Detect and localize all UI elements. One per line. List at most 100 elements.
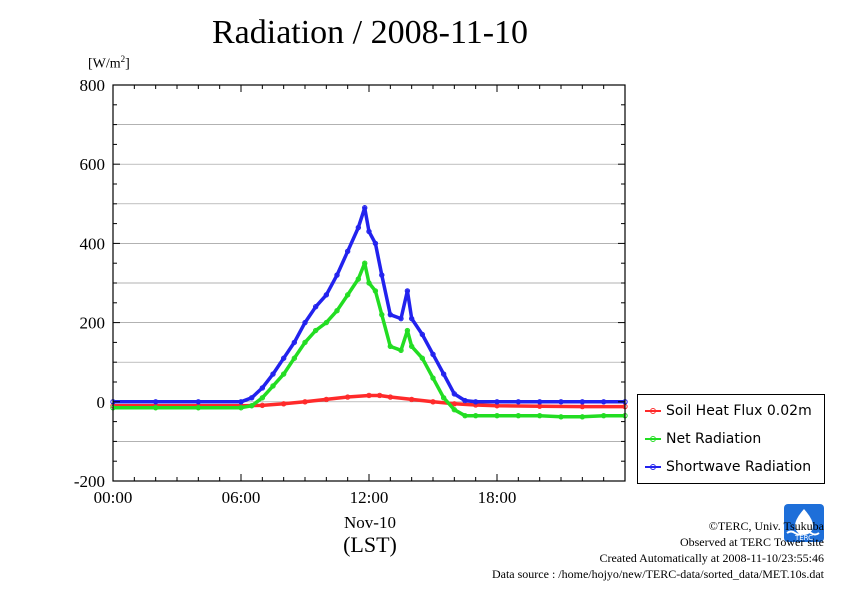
data-point	[152, 399, 159, 405]
data-point	[387, 394, 394, 400]
unit-close: ]	[125, 56, 130, 72]
data-point	[440, 371, 447, 377]
data-point	[291, 355, 298, 361]
y-tick-label: 200	[80, 314, 106, 333]
x-axis-date-label: Nov-10	[344, 513, 396, 532]
data-point	[387, 311, 394, 318]
data-point	[379, 272, 385, 278]
data-point	[280, 401, 287, 407]
unit-label: [W/m	[88, 56, 121, 72]
data-point	[430, 399, 436, 405]
data-point	[451, 407, 458, 413]
series-line	[113, 206, 625, 404]
axis-ticks	[112, 84, 626, 482]
data-point	[280, 355, 287, 361]
data-point	[515, 399, 522, 405]
legend-marker-net	[645, 436, 661, 442]
data-point	[302, 319, 308, 326]
data-point	[372, 288, 379, 294]
data-point	[379, 311, 385, 318]
data-point	[334, 272, 340, 278]
data-point	[376, 392, 383, 399]
data-point	[334, 308, 340, 314]
data-point	[344, 248, 351, 255]
data-point	[579, 414, 586, 420]
credit-created: Created Automatically at 2008-11-10/23:5…	[599, 551, 824, 565]
data-point	[238, 399, 244, 405]
data-point	[152, 405, 159, 411]
y-tick-label: 800	[80, 76, 106, 95]
data-point	[195, 399, 202, 405]
data-point	[248, 395, 255, 401]
x-axis-unit-label: (LST)	[343, 532, 397, 557]
x-tick-label: 12:00	[350, 488, 389, 507]
credit-observed: Observed at TERC Tower site	[679, 535, 824, 549]
legend-marker-soil	[645, 408, 661, 414]
data-point	[323, 292, 330, 298]
data-point	[366, 228, 372, 235]
data-point	[362, 205, 368, 211]
data-point	[558, 399, 564, 405]
data-point	[419, 331, 426, 338]
data-point	[440, 395, 447, 401]
credit-source: Data source : /home/hojyo/new/TERC-data/…	[491, 567, 824, 581]
data-point	[472, 399, 479, 405]
data-point	[536, 399, 543, 405]
data-point	[323, 396, 330, 403]
data-point	[195, 405, 202, 411]
data-point	[404, 288, 411, 294]
data-point	[451, 391, 458, 397]
x-tick-label: 00:00	[94, 488, 133, 507]
data-point	[536, 412, 543, 419]
chart-title: Radiation / 2008-11-10	[211, 14, 529, 51]
data-point	[515, 412, 522, 419]
data-point	[404, 327, 411, 334]
legend-marker-shortwave	[645, 464, 661, 470]
data-point	[430, 351, 436, 357]
data-point	[270, 371, 276, 377]
data-point	[408, 343, 415, 350]
data-point	[355, 276, 362, 282]
data-point	[387, 343, 394, 350]
data-point	[494, 412, 500, 419]
data-point	[312, 327, 319, 334]
data-point	[451, 401, 458, 407]
data-point	[344, 292, 351, 298]
data-point	[312, 304, 319, 310]
svg-text:TERC: TERC	[794, 534, 813, 542]
data-point	[472, 412, 479, 419]
y-tick-labels: 800 600 400 200 0 -200	[74, 76, 105, 491]
data-point	[462, 397, 468, 404]
x-tick-label: 18:00	[478, 488, 517, 507]
y-tick-label: 0	[97, 393, 106, 412]
data-point	[302, 339, 308, 346]
data-point	[600, 412, 607, 419]
unit-superscript: 2	[120, 54, 126, 64]
data-point	[259, 402, 266, 409]
data-point	[430, 375, 436, 381]
data-point	[344, 394, 351, 400]
y-tick-label: -200	[74, 472, 105, 491]
data-point	[291, 339, 298, 346]
x-tick-labels: 00:00 06:00 12:00 18:00	[94, 488, 517, 507]
data-point	[270, 383, 276, 389]
data-point	[419, 355, 426, 361]
credits-block: ©TERC, Univ. Tsukuba Observed at TERC To…	[492, 518, 824, 582]
y-tick-label: 600	[80, 155, 106, 174]
data-point	[558, 414, 564, 420]
data-point	[398, 315, 404, 322]
y-tick-label: 400	[80, 234, 106, 253]
chart-legend: Soil Heat Flux 0.02m Net Radiation Short…	[637, 394, 825, 484]
data-point	[362, 260, 368, 266]
data-point	[372, 240, 379, 247]
legend-label-net: Net Radiation	[666, 431, 762, 447]
data-point	[408, 315, 415, 322]
x-tick-label: 06:00	[222, 488, 261, 507]
data-point	[408, 396, 415, 403]
series-layer	[110, 205, 628, 420]
legend-label-soil: Soil Heat Flux 0.02m	[666, 403, 812, 419]
data-point	[323, 319, 330, 326]
credit-copyright: ©TERC, Univ. Tsukuba	[708, 519, 824, 533]
data-point	[248, 403, 255, 409]
